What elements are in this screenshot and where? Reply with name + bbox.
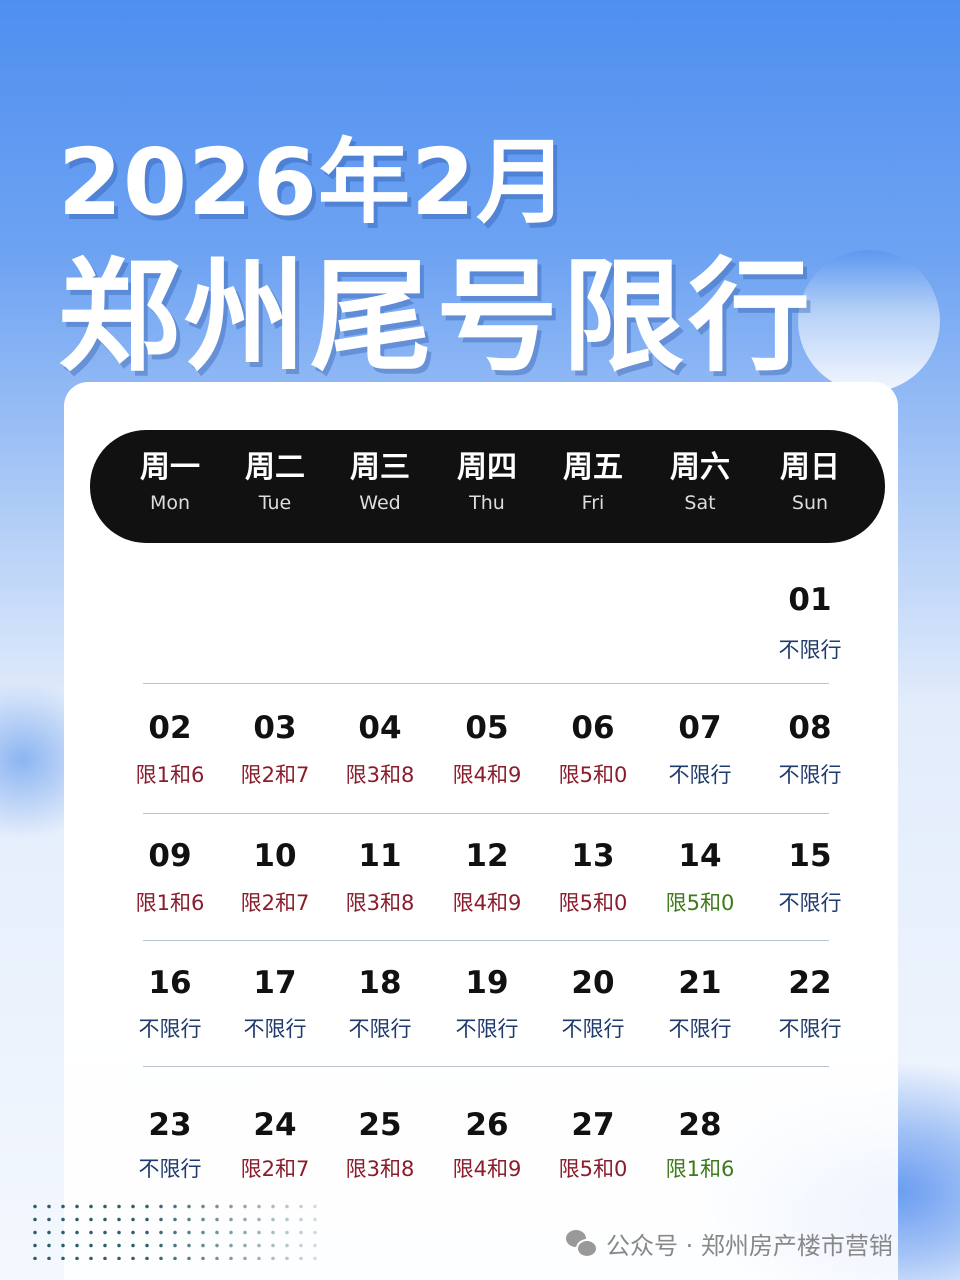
restriction-label: 不限行 [348, 1017, 412, 1041]
date-number: 26 [465, 1107, 509, 1143]
date-number: 02 [148, 710, 192, 746]
date-number: 04 [358, 710, 402, 746]
weekday-header [90, 430, 885, 543]
weekday-zh: 周五 [563, 450, 623, 485]
restriction-label: 限5和0 [558, 1157, 628, 1181]
restriction-label: 不限行 [138, 1157, 202, 1181]
date-number: 20 [571, 965, 615, 1001]
date-number: 15 [788, 838, 832, 874]
date-number: 19 [465, 965, 509, 1001]
title-main: 郑州尾号限行 [58, 246, 814, 388]
date-number: 25 [358, 1107, 402, 1143]
restriction-label: 限5和0 [665, 891, 735, 915]
restriction-label: 限1和6 [135, 891, 205, 915]
date-number: 14 [678, 838, 722, 874]
restriction-label: 限2和7 [240, 891, 310, 915]
date-number: 22 [788, 965, 832, 1001]
weekday-sat: 周六 Sat [645, 448, 755, 514]
date-number: 10 [253, 838, 297, 874]
title-month: 2026年2月 [58, 129, 570, 236]
restriction-label: 限2和7 [240, 763, 310, 787]
restriction-label: 限3和8 [345, 891, 415, 915]
date-number: 18 [358, 965, 402, 1001]
weekday-fri: 周五 Fri [538, 448, 648, 514]
date-number: 16 [148, 965, 192, 1001]
date-number: 23 [148, 1107, 192, 1143]
date-number: 24 [253, 1107, 297, 1143]
restriction-label: 不限行 [138, 1017, 202, 1041]
restriction-label: 不限行 [668, 763, 732, 787]
weekday-en: Sun [791, 492, 829, 514]
restriction-label: 限1和6 [135, 763, 205, 787]
restriction-label: 限4和9 [452, 891, 522, 915]
date-number: 17 [253, 965, 297, 1001]
row-divider [143, 683, 829, 684]
weekday-zh: 周六 [670, 450, 730, 485]
restriction-label: 不限行 [778, 1017, 842, 1041]
restriction-label: 不限行 [243, 1017, 307, 1041]
restriction-label: 不限行 [668, 1017, 732, 1041]
date-number: 28 [678, 1107, 722, 1143]
row-divider [143, 940, 829, 941]
restriction-label: 限3和8 [345, 763, 415, 787]
restriction-label: 限4和9 [452, 1157, 522, 1181]
weekday-en: Fri [581, 492, 605, 514]
date-number: 08 [788, 710, 832, 746]
restriction-label: 不限行 [561, 1017, 625, 1041]
date-number: 27 [571, 1107, 615, 1143]
restriction-label: 限3和8 [345, 1157, 415, 1181]
weekday-zh: 周一 [140, 450, 200, 485]
weekday-tue: 周二 Tue [220, 448, 330, 514]
weekday-zh: 周三 [350, 450, 410, 485]
date-number: 13 [571, 838, 615, 874]
date-number: 12 [465, 838, 509, 874]
restriction-label: 不限行 [778, 638, 842, 662]
date-number: 05 [465, 710, 509, 746]
restriction-label: 限5和0 [558, 763, 628, 787]
row-divider [143, 1066, 829, 1067]
weekday-en: Wed [359, 492, 401, 514]
restriction-label: 限5和0 [558, 891, 628, 915]
date-number: 03 [253, 710, 297, 746]
date-number: 21 [678, 965, 722, 1001]
weekday-en: Tue [258, 492, 292, 514]
restriction-label: 限1和6 [665, 1157, 735, 1181]
watermark-text: 公众号 · 郑州房产楼市营销 [606, 1232, 893, 1260]
wechat-icon [566, 1229, 598, 1258]
date-number: 01 [788, 582, 832, 618]
weekday-zh: 周日 [780, 450, 840, 485]
date-number: 09 [148, 838, 192, 874]
restriction-label: 不限行 [778, 763, 842, 787]
date-number: 06 [571, 710, 615, 746]
watermark: 公众号 · 郑州房产楼市营销 [566, 1226, 893, 1261]
date-number: 11 [358, 838, 402, 874]
decor-dots [28, 1200, 318, 1260]
date-number: 07 [678, 710, 722, 746]
weekday-en: Mon [149, 492, 191, 514]
weekday-en: Thu [469, 492, 505, 514]
restriction-label: 不限行 [778, 891, 842, 915]
weekday-sun: 周日 Sun [755, 448, 865, 514]
weekday-thu: 周四 Thu [432, 448, 542, 514]
row-divider [143, 813, 829, 814]
weekday-mon: 周一 Mon [115, 448, 225, 514]
decor-orb [798, 250, 940, 392]
restriction-label: 不限行 [455, 1017, 519, 1041]
restriction-label: 限4和9 [452, 763, 522, 787]
restriction-label: 限2和7 [240, 1157, 310, 1181]
weekday-zh: 周四 [457, 450, 517, 485]
weekday-wed: 周三 Wed [325, 448, 435, 514]
weekday-zh: 周二 [245, 450, 305, 485]
weekday-en: Sat [684, 492, 716, 514]
